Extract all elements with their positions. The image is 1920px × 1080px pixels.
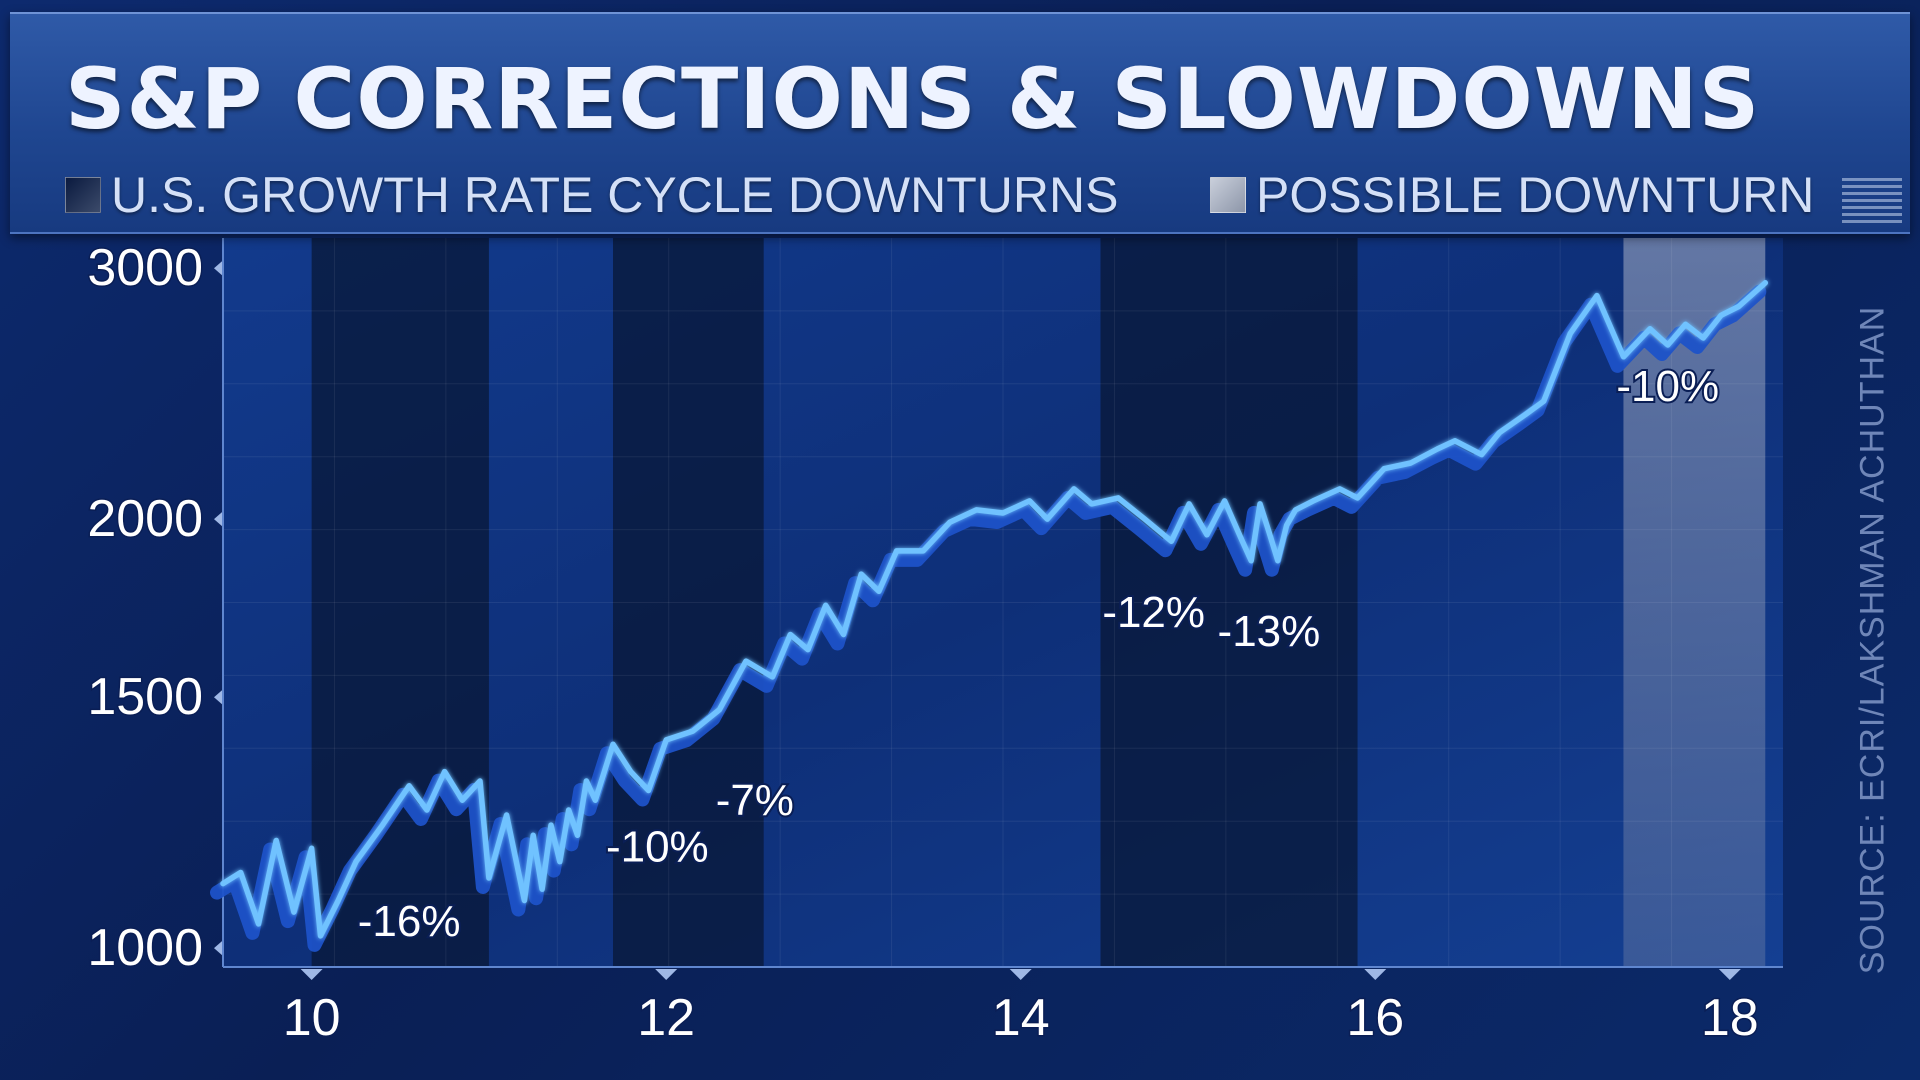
x-tick-marker	[655, 969, 678, 980]
chart-header: S&P CORRECTIONS & SLOWDOWNS U.S. GROWTH …	[10, 12, 1910, 234]
x-tick-marker	[1009, 969, 1032, 980]
y-tick-marker	[214, 690, 222, 705]
x-tick-marker	[1364, 969, 1387, 980]
downturn-band	[311, 238, 489, 967]
y-tick-label: 3000	[87, 239, 203, 297]
y-tick-marker	[214, 261, 222, 276]
y-tick-label: 2000	[87, 490, 203, 548]
x-tick-label: 10	[283, 989, 341, 1047]
correction-label: -16%	[358, 897, 461, 946]
possible-downturn-band	[1623, 238, 1766, 967]
legend-item-possible: POSSIBLE DOWNTURN	[1210, 166, 1814, 224]
chart-title: S&P CORRECTIONS & SLOWDOWNS	[65, 50, 1761, 148]
legend-swatch-downturns	[65, 177, 101, 213]
x-tick-marker	[1718, 969, 1741, 980]
sp500-line	[220, 280, 1769, 939]
x-tick-label: 12	[637, 989, 695, 1047]
downturn-band	[613, 238, 764, 967]
x-tick-label: 14	[992, 989, 1050, 1047]
y-tick-label: 1500	[87, 668, 203, 726]
y-tick-marker	[214, 941, 222, 956]
legend-label-downturns: U.S. GROWTH RATE CYCLE DOWNTURNS	[111, 167, 1119, 223]
downturn-band	[1100, 238, 1358, 967]
source-credit: SOURCE: ECRI/LAKSHMAN ACHUTHAN	[1853, 305, 1892, 975]
legend-item-downturns: U.S. GROWTH RATE CYCLE DOWNTURNS	[65, 166, 1118, 224]
correction-label: -7%	[716, 776, 794, 825]
legend-swatch-possible	[1210, 177, 1246, 213]
x-tick-label: 18	[1701, 989, 1759, 1047]
x-tick-label: 16	[1346, 989, 1404, 1047]
bars-icon	[1842, 178, 1902, 224]
correction-label: -10%	[606, 823, 709, 872]
correction-label: -12%	[1102, 588, 1205, 637]
y-tick-marker	[214, 512, 222, 527]
correction-label: -10%	[1616, 362, 1719, 411]
x-tick-marker	[300, 969, 323, 980]
correction-label: -13%	[1218, 607, 1321, 656]
y-tick-label: 1000	[87, 919, 203, 977]
legend-label-possible: POSSIBLE DOWNTURN	[1256, 167, 1815, 223]
